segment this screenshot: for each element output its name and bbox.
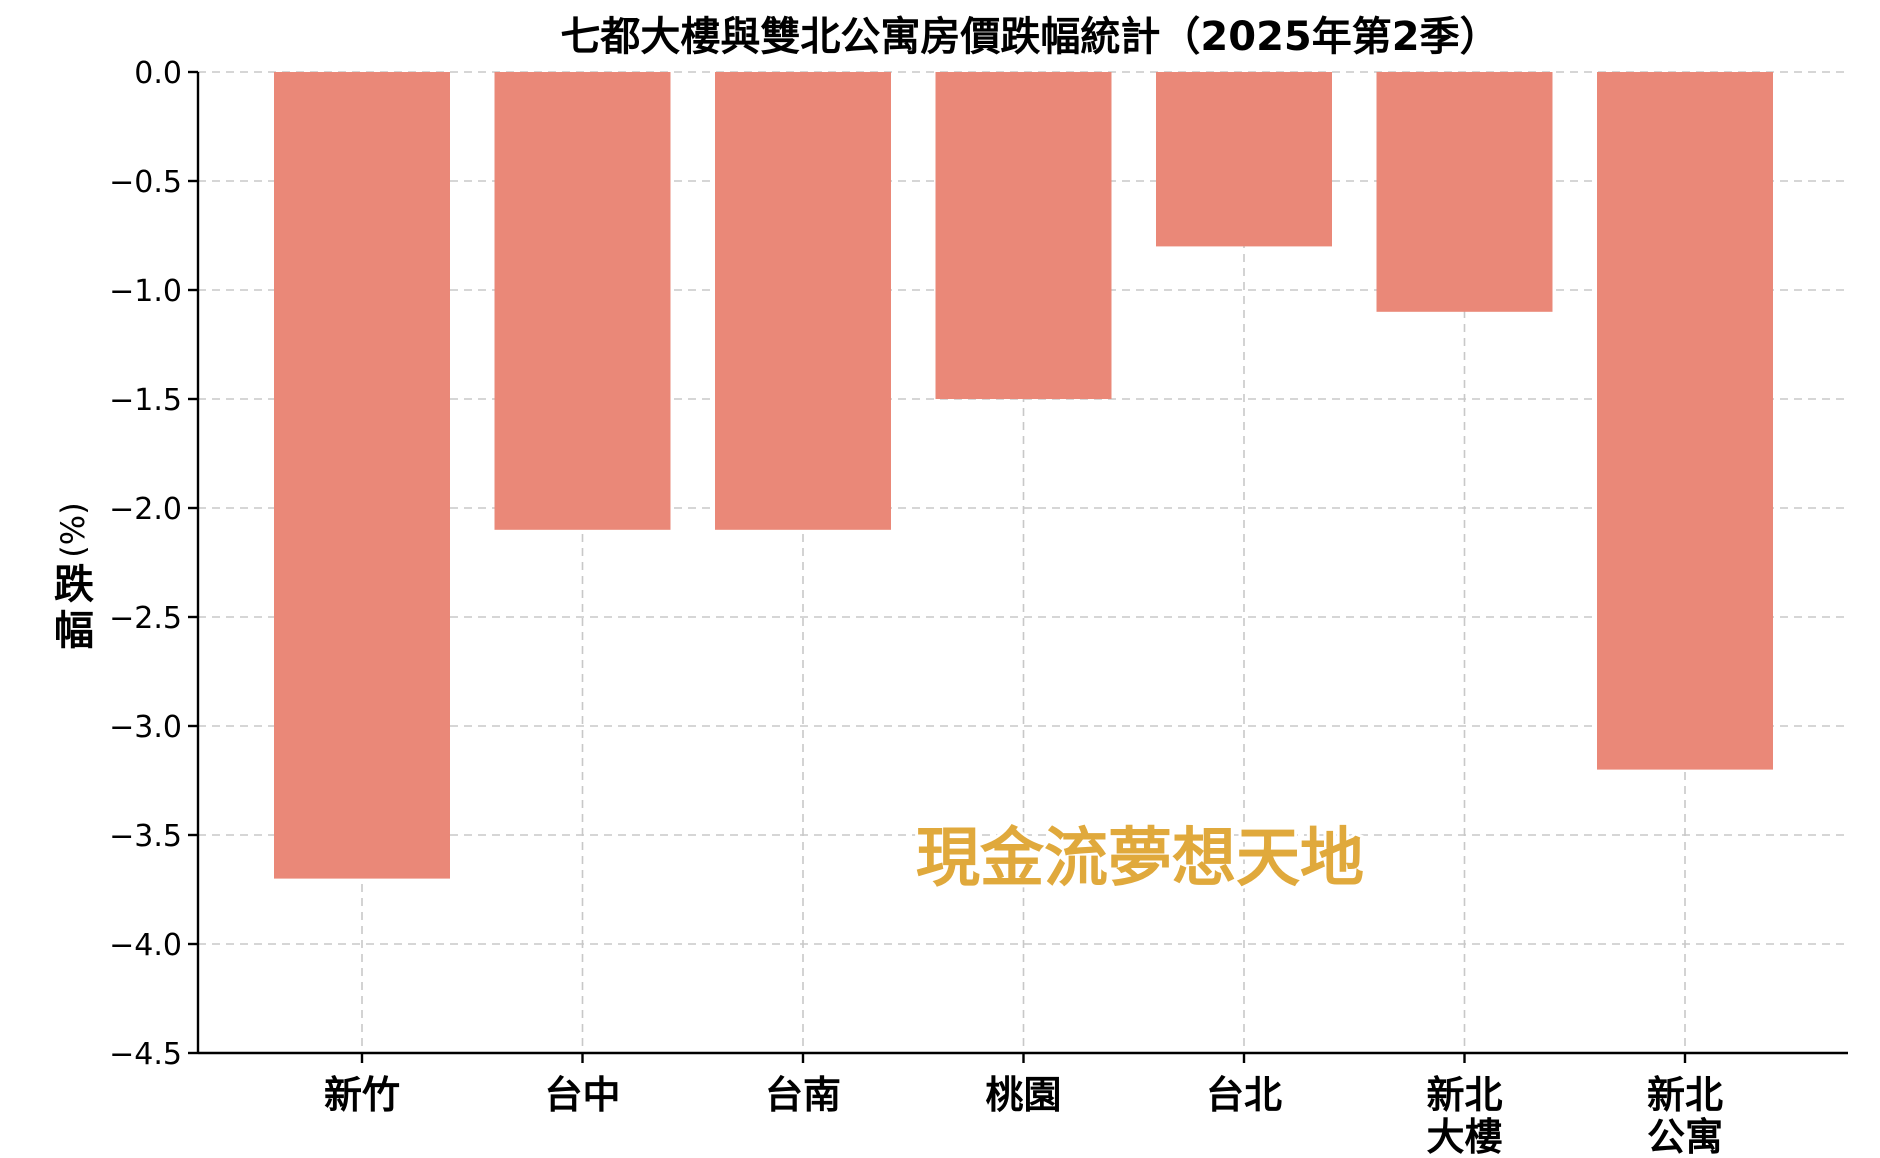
x-tick-label: 台南 bbox=[765, 1073, 841, 1117]
y-tick-label: −3.5 bbox=[109, 819, 182, 854]
bar bbox=[274, 72, 450, 879]
y-axis-label: (%) 跌幅 bbox=[54, 502, 94, 654]
watermark-text: 現金流夢想天地 bbox=[916, 822, 1364, 896]
y-tick-label: −2.5 bbox=[109, 601, 182, 636]
y-axis-unit: (%) bbox=[54, 502, 92, 557]
y-axis-title: 跌幅 bbox=[54, 562, 94, 654]
bar bbox=[1156, 72, 1332, 247]
chart-title: 七都大樓與雙北公寓房價跌幅統計（2025年第2季） bbox=[560, 14, 1499, 60]
y-tick-label: −4.5 bbox=[109, 1037, 182, 1072]
x-tick-label: 台中 bbox=[544, 1073, 620, 1117]
y-tick-label: −0.5 bbox=[109, 165, 182, 200]
x-tick-label: 公寓 bbox=[1647, 1115, 1723, 1158]
y-tick-labels: 0.0 −0.5 −1.0 −1.5 −2.0 −2.5 −3.0 −3.5 −4.0 −4.5 bbox=[109, 56, 182, 1072]
bar bbox=[935, 72, 1112, 399]
x-tick-label: 台北 bbox=[1206, 1073, 1282, 1117]
x-tick-label: 大樓 bbox=[1426, 1115, 1502, 1158]
y-tick-label: 0.0 bbox=[134, 56, 182, 91]
y-tick-label: −2.0 bbox=[109, 492, 182, 527]
x-tick-label: 新北 bbox=[1647, 1073, 1723, 1117]
x-tick-label: 桃園 bbox=[985, 1073, 1061, 1117]
bar bbox=[715, 72, 891, 530]
y-tick-label: −4.0 bbox=[109, 928, 182, 963]
y-tick-label: −3.0 bbox=[109, 710, 182, 745]
bar bbox=[1376, 72, 1553, 312]
bars bbox=[274, 72, 1773, 879]
y-tick-label: −1.0 bbox=[109, 274, 182, 309]
bar bbox=[494, 72, 671, 530]
axes bbox=[188, 70, 1848, 1063]
x-tick-label: 新北 bbox=[1426, 1073, 1502, 1117]
bar bbox=[1597, 72, 1773, 770]
y-tick-label: −1.5 bbox=[109, 383, 182, 418]
x-tick-label: 新竹 bbox=[324, 1073, 400, 1117]
